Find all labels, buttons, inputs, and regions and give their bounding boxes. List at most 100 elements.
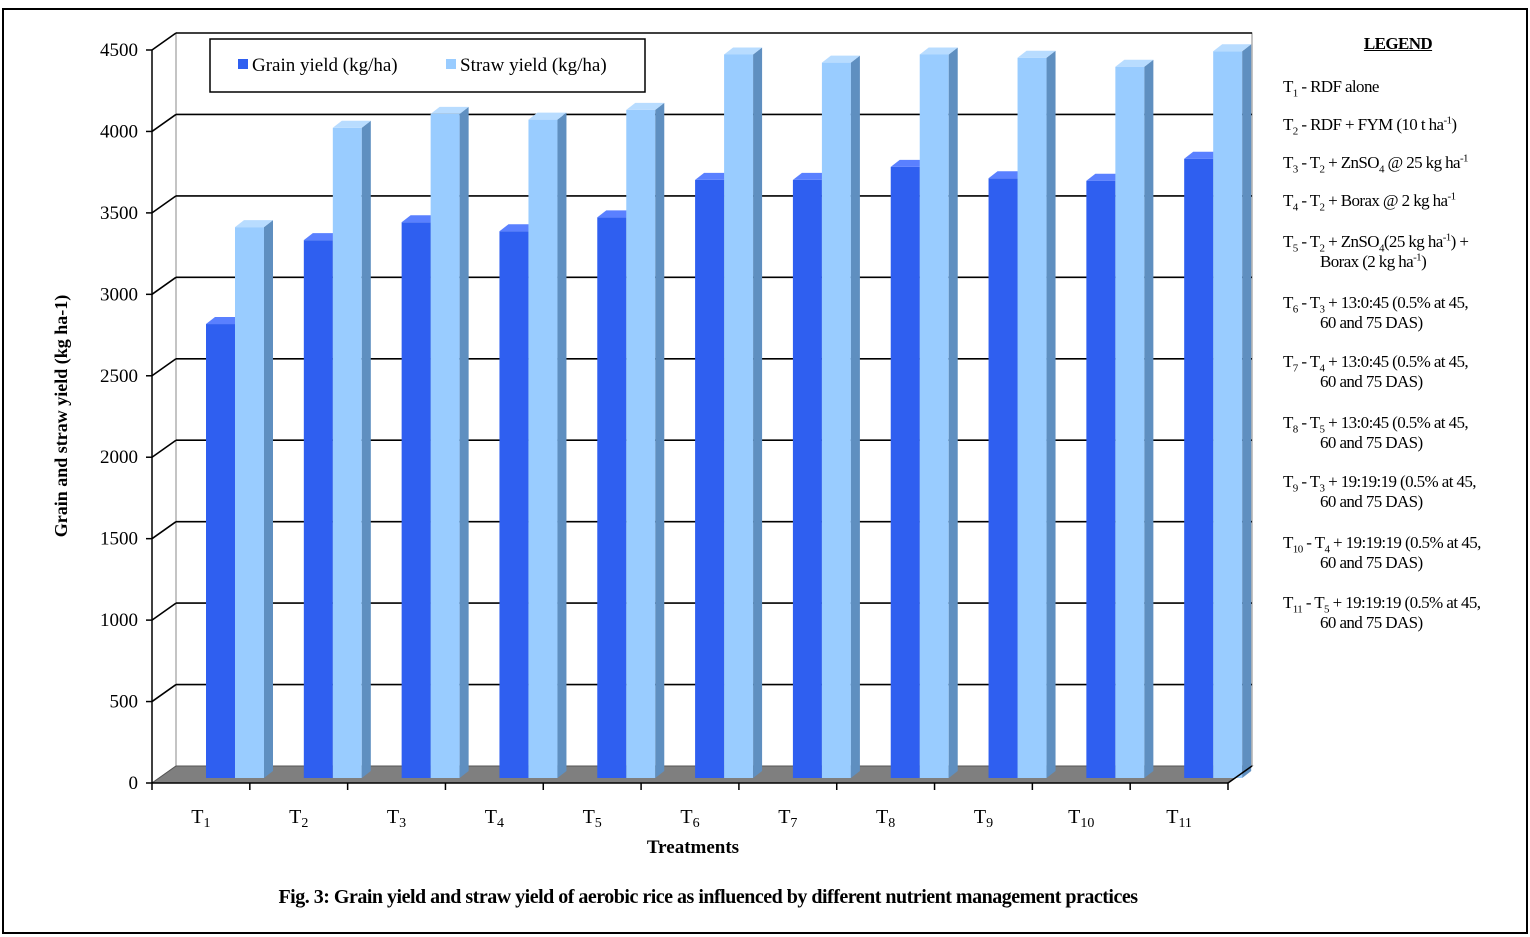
bar-side <box>948 47 958 779</box>
y-tick-label: 3500 <box>100 203 138 224</box>
legend-series-label: Grain yield (kg/ha) <box>252 55 398 76</box>
legend-series-label: Straw yield (kg/ha) <box>460 55 607 76</box>
x-tick-label: T8 <box>876 806 895 831</box>
gridline-side <box>151 521 177 540</box>
bar-top <box>1115 59 1154 67</box>
bar-side <box>655 102 665 778</box>
bar-top <box>528 112 567 120</box>
bar-front <box>1017 57 1047 778</box>
x-tick-label: T7 <box>778 806 797 831</box>
y-tick-label: 1000 <box>100 610 138 631</box>
y-tick-label: 0 <box>129 773 139 794</box>
bar-top <box>988 171 1027 179</box>
bar-front <box>1115 66 1145 779</box>
y-tick-label: 3000 <box>100 284 138 305</box>
bar-front <box>1184 158 1214 778</box>
gridline-side <box>151 113 177 133</box>
bar-top <box>890 159 929 167</box>
bar-top <box>499 224 538 232</box>
bar-top <box>430 106 469 114</box>
bar-side <box>459 106 469 778</box>
bar-front <box>1086 180 1116 779</box>
bar-front <box>695 179 725 778</box>
bar-top <box>597 210 636 218</box>
x-tick-label: T2 <box>289 806 308 831</box>
x-tick-label: T1 <box>191 806 210 831</box>
treatment-legend-item: T6 - T3 + 13:0:45 (0.5% at 45, 60 and 75 … <box>1283 293 1469 332</box>
treatment-legend-item: T10 - T4 + 19:19:19 (0.5% at 45, 60 and 7… <box>1283 533 1481 572</box>
treatment-legend-item: T5 - T2 + ZnSO4(25 kg ha-1) + Borax (2 kg… <box>1283 231 1469 271</box>
bar-top <box>1213 44 1252 52</box>
series-legend-box <box>209 38 646 93</box>
bar-front <box>332 127 362 779</box>
gridline-side <box>151 683 177 703</box>
bar-top <box>1086 173 1125 181</box>
bar-side <box>1046 50 1056 778</box>
bar-side <box>361 120 371 779</box>
figure-caption: Fig. 3: Grain yield and straw yield of a… <box>278 886 1138 908</box>
bar-front <box>1213 51 1243 778</box>
y-tick-label: 1500 <box>100 529 138 550</box>
bar-side <box>1242 44 1252 778</box>
bar-front <box>206 324 235 778</box>
bar-front <box>430 113 460 778</box>
y-tick-label: 2000 <box>100 447 138 468</box>
bar-top <box>821 55 860 63</box>
y-axis-title: Grain and straw yield (kg ha-1) <box>51 295 72 538</box>
bar-top <box>626 102 665 110</box>
x-tick-label: T11 <box>1166 806 1192 831</box>
bar-top <box>401 215 440 223</box>
bar-side <box>753 47 763 779</box>
x-tick-label: T3 <box>387 806 406 831</box>
x-tick-label: T5 <box>583 806 602 831</box>
x-tick-label: T9 <box>974 806 993 831</box>
y-tick-label: 4500 <box>100 40 138 61</box>
bar-top <box>1017 50 1056 58</box>
bar-front <box>919 54 949 779</box>
bar-top <box>792 172 831 180</box>
treatment-legend-item: T9 - T3 + 19:19:19 (0.5% at 45, 60 and 75… <box>1283 472 1477 511</box>
y-tick-label: 4000 <box>100 121 138 142</box>
bar-front <box>401 222 431 778</box>
side-wall <box>151 32 177 784</box>
treatment-legend-item: T7 - T4 + 13:0:45 (0.5% at 45, 60 and 75 … <box>1283 352 1469 391</box>
bar-front <box>626 109 656 778</box>
gridline-side <box>151 32 177 51</box>
bar-top <box>724 47 763 55</box>
treatment-legend-item: T2 - RDF + FYM (10 t ha-1) <box>1283 114 1457 138</box>
legend-swatch <box>446 59 456 69</box>
y-axis: 0 500 1000 1500 2000 2500 3000 3500 4000 4500 <box>100 40 153 794</box>
x-axis-depth <box>1227 765 1253 784</box>
bar-side <box>264 220 273 779</box>
bar-front <box>988 178 1018 778</box>
gridline-side <box>151 195 177 214</box>
bar-front <box>528 119 558 778</box>
bar-side <box>557 112 567 778</box>
treatment-legend-item: T1 - RDF alone <box>1283 77 1379 100</box>
treatment-legend-item: T11 - T5 + 19:19:19 (0.5% at 45, 60 and 7… <box>1283 593 1481 632</box>
bar-side <box>1144 59 1154 779</box>
bar-top <box>303 233 342 241</box>
series-legend: Grain yield (kg/ha) Straw yield (kg/ha) <box>209 38 646 93</box>
legend-heading: LEGEND <box>1363 34 1433 53</box>
bar-front <box>890 166 920 778</box>
gridline-side <box>151 358 177 377</box>
x-axis: T1 T2 T3 T4 T5 T6 T7 T8 T9 T10 T11 <box>151 765 1253 831</box>
bar-front <box>597 217 627 778</box>
bars-group <box>206 44 1252 779</box>
bar-front <box>724 54 754 779</box>
bar-front <box>235 227 264 779</box>
gridline-side <box>151 276 177 295</box>
x-tick-label: T4 <box>485 806 504 831</box>
bar-top <box>332 120 371 128</box>
treatment-legend-item: T8 - T5 + 13:0:45 (0.5% at 45, 60 and 75 … <box>1283 413 1469 452</box>
bar-front <box>303 240 333 778</box>
y-tick-label: 500 <box>110 692 139 713</box>
treatment-legend-item: T4 - T2 + Borax @ 2 kg ha-1 <box>1283 190 1456 214</box>
gridline-side <box>151 602 177 621</box>
bar-top <box>695 172 734 180</box>
figure-frame <box>2 8 1528 934</box>
bar-top <box>206 317 244 325</box>
bar-side <box>850 55 860 778</box>
x-axis-title: Treatments <box>647 837 739 858</box>
